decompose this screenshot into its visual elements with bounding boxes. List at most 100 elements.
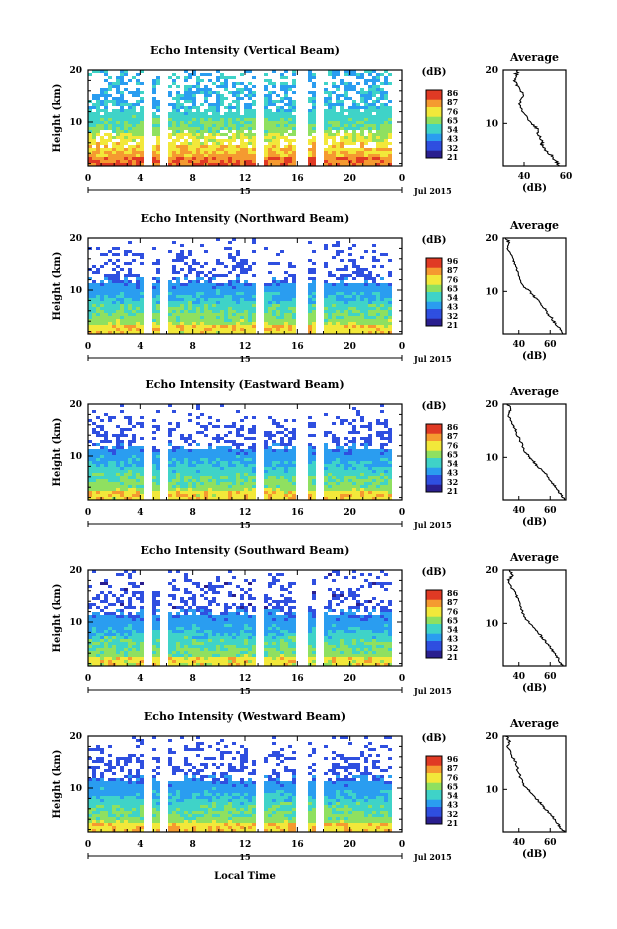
heatmap-cell: [368, 73, 372, 76]
heatmap-cell: [308, 157, 312, 160]
heatmap-cell: [228, 449, 232, 452]
heatmap-cell: [216, 160, 220, 163]
heatmap-cell: [200, 271, 204, 274]
heatmap-cell: [184, 301, 188, 304]
heatmap-cell: [152, 301, 156, 304]
heatmap-cell: [216, 488, 220, 491]
heatmap-cell: [156, 313, 160, 316]
heatmap-cell: [136, 461, 140, 464]
heatmap-cell: [264, 449, 268, 452]
heatmap-cell: [352, 467, 356, 470]
heatmap-cell: [184, 449, 188, 452]
heatmap-cell: [96, 103, 100, 106]
heatmap-cell: [312, 455, 316, 458]
heatmap-cell: [152, 600, 156, 603]
heatmap-cell: [324, 82, 328, 85]
heatmap-cell: [364, 304, 368, 307]
heatmap-cell: [384, 491, 388, 494]
heatmap-cell: [360, 73, 364, 76]
heatmap-cell: [140, 464, 144, 467]
heatmap-cell: [356, 461, 360, 464]
heatmap-cell: [220, 262, 224, 265]
heatmap-cell: [224, 127, 228, 130]
heatmap-cell: [272, 494, 276, 497]
heatmap-cell: [244, 325, 248, 328]
heatmap-cell: [348, 157, 352, 160]
heatmap-cell: [100, 310, 104, 313]
heatmap-cell: [368, 452, 372, 455]
heatmap-cell: [192, 449, 196, 452]
heatmap-cell: [224, 76, 228, 79]
heatmap-cell: [372, 277, 376, 280]
heatmap-cell: [292, 295, 296, 298]
heatmap-cell: [352, 452, 356, 455]
colorbar-swatch: [426, 316, 442, 320]
heatmap-cell: [204, 97, 208, 100]
heatmap-cell: [92, 491, 96, 494]
heatmap-cell: [192, 452, 196, 455]
heatmap-cell: [372, 470, 376, 473]
heatmap-cell: [132, 434, 136, 437]
heatmap-cell: [220, 488, 224, 491]
heatmap-cell: [284, 94, 288, 97]
heatmap-cell: [292, 73, 296, 76]
heatmap-cell: [212, 331, 216, 334]
heatmap-cell: [104, 100, 108, 103]
heatmap-cell: [184, 488, 188, 491]
heatmap-cell: [112, 298, 116, 301]
heatmap-cell: [352, 428, 356, 431]
heatmap-cell: [112, 292, 116, 295]
heatmap-cell: [220, 286, 224, 289]
heatmap-cell: [188, 100, 192, 103]
heatmap-cell: [332, 491, 336, 494]
heatmap-cell: [152, 88, 156, 91]
heatmap-cell: [324, 476, 328, 479]
heatmap-cell: [124, 73, 128, 76]
heatmap-cell: [180, 112, 184, 115]
heatmap-cell: [124, 118, 128, 121]
heatmap-cell: [236, 157, 240, 160]
heatmap-cell: [172, 307, 176, 310]
heatmap-cell: [108, 148, 112, 151]
heatmap-cell: [228, 118, 232, 121]
heatmap-cell: [368, 130, 372, 133]
heatmap-cell: [188, 91, 192, 94]
heatmap-cell: [368, 470, 372, 473]
heatmap-cell: [152, 452, 156, 455]
heatmap-cell: [140, 157, 144, 160]
heatmap-cell: [200, 479, 204, 482]
heatmap-cell: [208, 313, 212, 316]
heatmap-cell: [292, 139, 296, 142]
heatmap-cell: [332, 434, 336, 437]
heatmap-cell: [248, 313, 252, 316]
heatmap-cell: [168, 76, 172, 79]
heatmap-cell: [236, 133, 240, 136]
heatmap-cell: [100, 488, 104, 491]
heatmap-cell: [292, 85, 296, 88]
heatmap-cell: [96, 112, 100, 115]
heatmap-cell: [228, 121, 232, 124]
heatmap-cell: [244, 109, 248, 112]
heatmap-cell: [124, 482, 128, 485]
heatmap-cell: [176, 151, 180, 154]
heatmap-cell: [152, 121, 156, 124]
heatmap-cell: [120, 458, 124, 461]
heatmap-cell: [200, 133, 204, 136]
heatmap-cell: [132, 322, 136, 325]
heatmap-cell: [352, 479, 356, 482]
heatmap-cell: [140, 142, 144, 145]
heatmap-cell: [156, 145, 160, 148]
heatmap-cell: [324, 112, 328, 115]
heatmap-cell: [192, 112, 196, 115]
heatmap-cell: [108, 292, 112, 295]
heatmap-cell: [248, 491, 252, 494]
heatmap-cell: [176, 106, 180, 109]
heatmap-cell: [92, 316, 96, 319]
heatmap-cell: [104, 594, 108, 597]
heatmap-cell: [356, 485, 360, 488]
heatmap-cell: [176, 449, 180, 452]
heatmap-cell: [344, 455, 348, 458]
heatmap-cell: [156, 301, 160, 304]
heatmap-cell: [352, 259, 356, 262]
heatmap-cell: [284, 280, 288, 283]
